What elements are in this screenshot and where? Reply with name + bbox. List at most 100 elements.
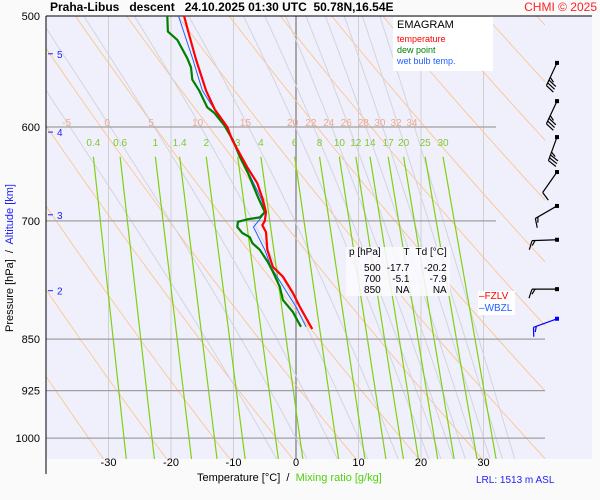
wind-barb-staff: [531, 239, 558, 242]
dry-adiabat: [74, 16, 420, 459]
table-cell: -17.7: [386, 263, 410, 274]
axis-label-separator: /: [4, 250, 16, 254]
wind-barb-feather: [546, 123, 554, 131]
table-row: 850 NA NA: [346, 285, 450, 296]
table-cell: 500: [364, 263, 381, 274]
table-cell: -20.2: [423, 263, 447, 274]
wind-barb-staff: [535, 205, 558, 219]
pressure-tick-label: 600: [22, 122, 40, 134]
table-row: 500 -17.7 -20.2: [346, 263, 450, 274]
mixing-ratio-label: 20: [398, 138, 410, 149]
chart-title: Praha-Libus descent 24.10.2025 01:30 UTC…: [50, 0, 394, 14]
moist-adiabat-label: 0: [104, 118, 110, 129]
table-cell: NA: [432, 285, 447, 296]
table-row: 700 -5.1 -7.9: [346, 274, 450, 285]
mixing-ratio-label: 6: [292, 138, 298, 149]
moist-adiabat-label: -5: [62, 118, 71, 129]
moist-adiabat: [46, 27, 308, 459]
level-legend: –FZLV –WBZL: [478, 291, 516, 315]
wind-barb-feather: [548, 160, 557, 167]
pressure-tick-label: 925: [22, 386, 40, 398]
mixing-ratio-label: 2: [203, 138, 209, 149]
moist-adiabat-label: 32: [391, 118, 403, 129]
wind-barb: [545, 99, 559, 131]
mixing-ratio-line: [402, 156, 455, 459]
y-axis-label: Pressure [hPa] / Altitude [km]: [4, 178, 16, 338]
table-cell: -7.9: [429, 274, 447, 285]
mixing-ratio-line: [205, 156, 246, 459]
wind-barb-feather: [547, 120, 556, 129]
wet-bulb-temp-profile: [178, 15, 307, 328]
wind-barb: [545, 60, 559, 93]
pressure-tick-label: 500: [22, 11, 40, 23]
altitude-tick-label: 3: [57, 211, 63, 222]
wind-barb-feather: [551, 151, 556, 158]
level-table: p [hPa] T Td [°C] 500 -17.7 -20.2 700 -5…: [346, 247, 450, 296]
table-cell: 700: [364, 274, 381, 285]
mixing-ratio-line: [119, 156, 155, 459]
legend-temperature: temperature: [397, 34, 446, 44]
table-cell: NA: [395, 285, 410, 296]
mixing-ratio-line: [338, 156, 387, 459]
temperature-tick-label: 30: [477, 457, 489, 469]
moist-adiabat-label: 26: [341, 118, 353, 129]
mixing-ratio-line: [260, 156, 304, 459]
temperature-tick-label: 10: [352, 457, 364, 469]
moist-adiabat-label: 20: [287, 118, 299, 129]
axis-label-separator: /: [286, 472, 290, 484]
wind-barb-feather: [546, 85, 554, 93]
moist-adiabat: [379, 16, 516, 459]
moist-adiabat-label: 30: [374, 118, 386, 129]
wind-barb-feather: [531, 240, 536, 246]
pressure-axis-label: Pressure [hPa]: [4, 259, 16, 332]
moist-adiabat-label: 28: [358, 118, 370, 129]
mixing-ratio-line: [387, 156, 439, 459]
dry-adiabat: [279, 16, 545, 327]
wind-barb-staff: [545, 100, 558, 125]
altitude-tick-label: 2: [57, 287, 63, 298]
mixing-ratio-line: [179, 156, 218, 459]
wind-barb-staff: [533, 318, 558, 328]
legend-dew-point: dew point: [397, 45, 436, 55]
mixing-ratio-line: [355, 156, 405, 459]
legend: EMAGRAM temperature dew point wet bulb t…: [393, 17, 493, 71]
mixing-ratio-label: 0.6: [113, 138, 127, 149]
mixing-ratio-line: [154, 156, 193, 459]
x-axis-label: Temperature [°C] / Mixing ratio [g/kg]: [197, 472, 382, 484]
mixing-ratio-label: 1: [153, 138, 159, 149]
table-header: Td [°C]: [415, 247, 447, 258]
altitude-tick-label: 5: [57, 50, 63, 61]
moist-adiabat-label: 10: [192, 118, 204, 129]
pressure-tick-label: 850: [22, 334, 40, 346]
table-cell: -5.1: [392, 274, 410, 285]
legend-wet-bulb: wet bulb temp.: [397, 56, 456, 66]
table-cell: 850: [364, 285, 381, 296]
legend-title: EMAGRAM: [397, 19, 454, 31]
wind-barb-feather: [549, 115, 554, 121]
wind-barb-feather: [534, 218, 538, 228]
moist-adiabat: [83, 16, 338, 459]
mixing-ratio-label: 25: [420, 138, 432, 149]
altitude-tick-label: 4: [57, 128, 63, 139]
pressure-tick-label: 700: [22, 216, 40, 228]
moist-adiabat: [133, 16, 369, 459]
temperature-tick-label: 0: [293, 457, 299, 469]
temperature-tick-label: -20: [163, 457, 179, 469]
mixing-ratio-label: 3: [235, 138, 241, 149]
fzlv-label: FZLV: [484, 291, 509, 302]
wind-barb-feather: [542, 192, 549, 201]
table-header: T: [403, 247, 410, 258]
moist-adiabat-label: 15: [240, 118, 252, 129]
wind-barb-staff: [542, 171, 558, 193]
pressure-tick-label: 1000: [16, 433, 40, 445]
temperature-tick-label: -30: [101, 457, 117, 469]
credit-text: CHMI © 2025: [524, 0, 597, 14]
wind-barb-feather: [528, 288, 533, 299]
mixing-ratio-axis-label: Mixing ratio [g/kg]: [295, 472, 382, 484]
wind-barb: [532, 316, 559, 337]
fzlv-legend: –FZLV: [479, 291, 509, 302]
mixing-ratio-line: [294, 156, 340, 459]
wind-barb-feather: [549, 77, 554, 83]
wind-barb-feather: [548, 117, 557, 126]
